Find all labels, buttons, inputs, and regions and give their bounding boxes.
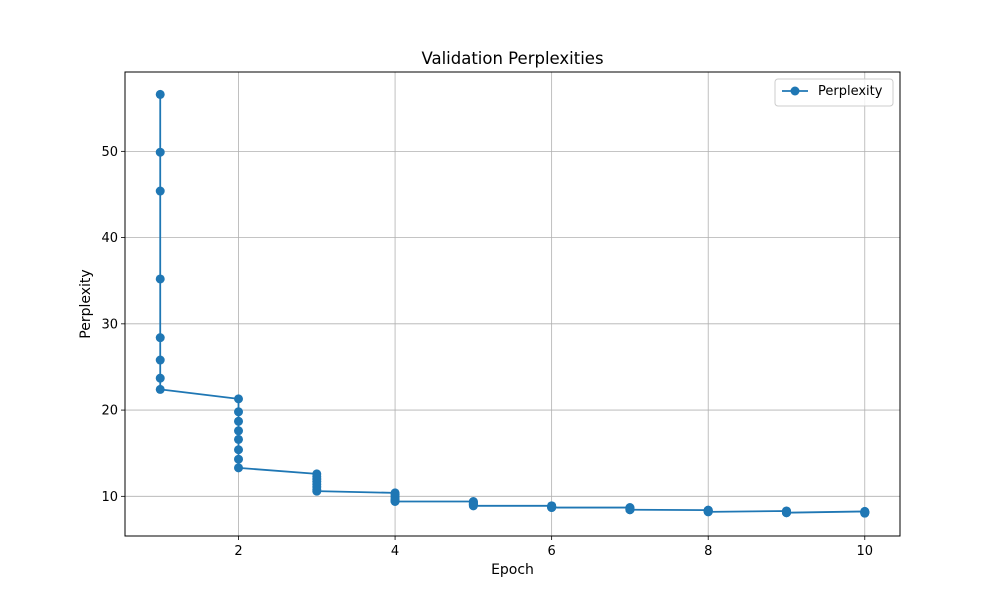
data-point <box>234 407 244 417</box>
y-tick-label: 30 <box>101 317 118 332</box>
data-point <box>547 503 557 513</box>
data-point <box>312 486 322 496</box>
data-point <box>625 505 635 515</box>
data-point <box>234 454 244 464</box>
plot-frame <box>124 71 901 537</box>
series-layer <box>155 89 870 518</box>
x-tick-label: 6 <box>548 544 556 559</box>
axis-ticks: 2 4 6 8 10 10 20 30 40 50 <box>101 145 873 559</box>
x-tick-label: 8 <box>704 544 712 559</box>
data-point <box>155 147 165 157</box>
data-point <box>234 445 244 455</box>
data-point <box>234 416 244 426</box>
x-axis-label: Epoch <box>491 562 534 578</box>
legend-point-marker <box>790 86 800 96</box>
data-point <box>468 501 478 511</box>
y-tick-label: 50 <box>101 145 118 160</box>
data-point <box>234 394 244 404</box>
data-point <box>155 186 165 196</box>
data-point <box>703 507 713 517</box>
data-point <box>234 434 244 444</box>
data-point <box>155 333 165 343</box>
y-axis-label: Perplexity <box>78 269 94 338</box>
legend-label: Perplexity <box>818 84 883 99</box>
chart-title: Validation Perplexities <box>421 49 603 68</box>
data-point <box>155 384 165 394</box>
data-point <box>155 89 165 99</box>
gridlines <box>125 72 900 536</box>
data-point <box>155 373 165 383</box>
data-point <box>234 463 244 473</box>
data-point <box>390 497 400 507</box>
legend: Perplexity <box>774 78 894 107</box>
legend-box <box>774 78 894 107</box>
y-tick-label: 10 <box>101 490 118 505</box>
x-tick-label: 4 <box>391 544 399 559</box>
data-point <box>860 508 870 518</box>
y-tick-label: 20 <box>101 404 118 419</box>
y-tick-label: 40 <box>101 231 118 246</box>
data-point <box>155 355 165 365</box>
x-tick-label: 10 <box>856 544 873 559</box>
data-point <box>781 508 791 518</box>
data-point <box>155 274 165 284</box>
x-tick-label: 2 <box>234 544 242 559</box>
data-point <box>234 426 244 436</box>
